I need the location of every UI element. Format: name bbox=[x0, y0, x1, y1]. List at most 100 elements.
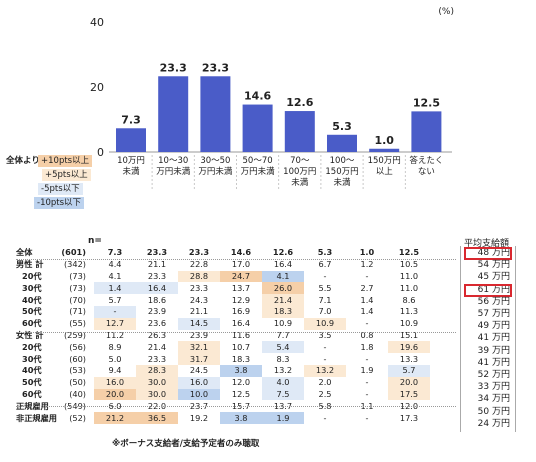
table-cell: 1.9 bbox=[360, 365, 374, 376]
table-cell: 16.0 bbox=[94, 376, 136, 389]
avg-value: 61 万円 bbox=[477, 284, 510, 295]
y-tick-label: 0 bbox=[97, 146, 104, 159]
table-cell: 17.5 bbox=[388, 388, 430, 401]
table-cell: 5.7 bbox=[108, 294, 122, 305]
table-cell: 1.9 bbox=[262, 412, 304, 424]
table-cell: 4.1 bbox=[262, 270, 304, 283]
table-cell: 12.7 bbox=[94, 317, 136, 330]
table-cell: 4.1 bbox=[108, 270, 122, 281]
category-label: 以上 bbox=[376, 167, 394, 177]
table-row: 60代 (55) 12.7 23.6 14.5 16.4 10.9 10.9 - 10.9 bbox=[16, 317, 430, 330]
row-n: (60) bbox=[69, 353, 86, 364]
avg-header: 平均支給額 bbox=[464, 239, 510, 249]
row-label: 40代 bbox=[22, 365, 42, 376]
row-n: (73) bbox=[69, 282, 86, 293]
table-cell: 12.9 bbox=[231, 294, 251, 305]
category-label: 答えたく bbox=[409, 155, 443, 166]
table-cell: 24.5 bbox=[189, 365, 209, 376]
avg-value: 33 万円 bbox=[477, 382, 510, 393]
table-cell: 3.5 bbox=[318, 329, 332, 340]
table-row: 全体 (601) 7.3 23.3 23.3 14.6 12.6 5.3 1.0 12.5 bbox=[16, 247, 430, 259]
table-cell: 4.4 bbox=[108, 259, 122, 270]
legend-item: -10pts以下 bbox=[34, 197, 85, 209]
row-n: (71) bbox=[69, 306, 86, 317]
table-cell: 1.8 bbox=[360, 341, 374, 352]
table-cell: 10.5 bbox=[399, 259, 419, 270]
table-cell: 1.0 bbox=[359, 247, 375, 258]
table-cell: 11.6 bbox=[231, 329, 251, 340]
avg-value: 48 万円 bbox=[477, 248, 510, 258]
row-n: (52) bbox=[69, 412, 86, 423]
table-cell: 16.4 bbox=[136, 282, 178, 295]
table-cell: 7.0 bbox=[318, 306, 332, 317]
table-cell: 1.4 bbox=[94, 282, 136, 295]
bar bbox=[200, 76, 231, 152]
avg-column-frame bbox=[460, 246, 516, 432]
category-label: 30～50 bbox=[200, 156, 230, 166]
row-label: 全体 bbox=[16, 247, 33, 258]
category-label: 10～30 bbox=[158, 156, 188, 166]
category-label: 100万円 bbox=[283, 167, 316, 177]
table-cell: 28.3 bbox=[136, 364, 178, 377]
table-cell: 12.5 bbox=[398, 247, 420, 258]
row-n: (40) bbox=[69, 388, 86, 399]
table-cell: 12.6 bbox=[272, 247, 294, 258]
bar bbox=[158, 76, 189, 152]
row-n: (342) bbox=[63, 259, 86, 270]
table-row: 女性 計 (259) 11.2 26.3 23.9 11.6 7.7 3.5 0.8 15.1 bbox=[16, 330, 430, 342]
table-cell: 23.3 bbox=[189, 282, 209, 293]
row-separator bbox=[16, 332, 456, 334]
table-row: 非正規雇用 (52) 21.2 36.5 19.2 3.8 1.9 - - 17.3 bbox=[16, 412, 430, 424]
avg-value: 57 万円 bbox=[477, 309, 510, 319]
table-cell: - bbox=[323, 353, 327, 364]
avg-value: 49 万円 bbox=[477, 321, 510, 332]
table-cell: 18.3 bbox=[231, 353, 251, 364]
bar bbox=[369, 148, 400, 152]
table-cell: 11.2 bbox=[105, 329, 125, 340]
row-label: 60代 bbox=[22, 388, 42, 399]
table-cell: 10.9 bbox=[399, 318, 419, 329]
highlight-box bbox=[464, 283, 512, 297]
row-label: 50代 bbox=[22, 377, 42, 388]
table-cell: 23.9 bbox=[189, 329, 209, 340]
table-cell: 16.9 bbox=[231, 306, 251, 317]
table-cell: 2.7 bbox=[360, 282, 374, 293]
table-cell: 2.5 bbox=[318, 388, 332, 399]
category-label: 未満 bbox=[122, 166, 140, 177]
table-cell: - bbox=[365, 353, 369, 364]
table-cell: - bbox=[323, 412, 327, 423]
avg-value: 50 万円 bbox=[477, 406, 510, 417]
table-cell: 18.3 bbox=[262, 305, 304, 318]
table-cell: 13.7 bbox=[231, 282, 251, 293]
table-cell: 5.7 bbox=[388, 364, 430, 377]
table-row: 30代 (60) 5.0 23.3 31.7 18.3 8.3 - - 13.3 bbox=[16, 353, 430, 365]
table-cell: 21.1 bbox=[189, 306, 209, 317]
table-cell: 28.8 bbox=[178, 270, 220, 283]
table-cell: - bbox=[365, 270, 369, 281]
category-label: 万円未満 bbox=[241, 166, 276, 177]
table-cell: 7.1 bbox=[318, 294, 332, 305]
bar bbox=[284, 111, 315, 152]
category-label: 万円未満 bbox=[198, 166, 233, 177]
unit-label: (%) bbox=[438, 7, 454, 17]
bar bbox=[242, 104, 273, 152]
legend-item: +10pts以上 bbox=[38, 155, 93, 167]
y-tick-label: 40 bbox=[90, 16, 104, 29]
bar bbox=[116, 128, 146, 152]
avg-value: 41 万円 bbox=[477, 333, 510, 344]
table-cell: 10.0 bbox=[178, 388, 220, 401]
data-label: 1.0 bbox=[374, 134, 394, 147]
row-n: (259) bbox=[63, 329, 86, 340]
table-cell: - bbox=[323, 341, 327, 352]
row-label: 20代 bbox=[22, 341, 42, 352]
table-cell: 10.9 bbox=[304, 317, 346, 330]
row-label: 40代 bbox=[22, 294, 42, 305]
row-label: 20代 bbox=[22, 270, 42, 281]
table-cell: 4.0 bbox=[262, 376, 304, 389]
table-cell: 36.5 bbox=[136, 412, 178, 424]
table-cell: 22.8 bbox=[189, 259, 209, 270]
row-label: 30代 bbox=[22, 353, 42, 364]
row-n: (55) bbox=[69, 318, 86, 329]
category-label: 50～70 bbox=[243, 156, 273, 166]
table-cell: 19.6 bbox=[388, 341, 430, 354]
